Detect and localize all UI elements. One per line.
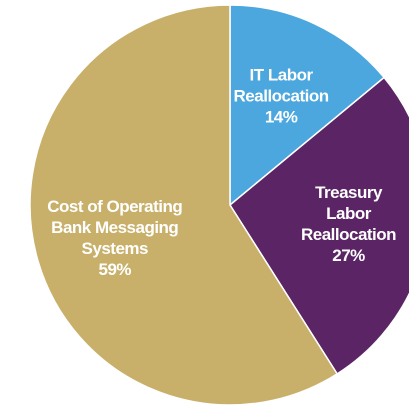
- pie-slice: [229, 76, 409, 375]
- category-label: Cost of Operating Bank Messaging Systems: [47, 197, 183, 259]
- slice-label: Treasury Labor Reallocation 27%: [291, 182, 406, 266]
- category-label: IT Labor Reallocation: [233, 65, 330, 106]
- category-label: Treasury Labor Reallocation: [300, 182, 397, 244]
- slice-label: Cost of Operating Bank Messaging Systems…: [40, 196, 190, 280]
- value-label: 59%: [98, 260, 132, 280]
- pie-slice: [29, 4, 339, 406]
- pie-slice: [229, 4, 386, 207]
- slice-label: IT Labor Reallocation 14%: [216, 65, 346, 128]
- value-label: 27%: [332, 245, 365, 265]
- value-label: 14%: [264, 107, 298, 127]
